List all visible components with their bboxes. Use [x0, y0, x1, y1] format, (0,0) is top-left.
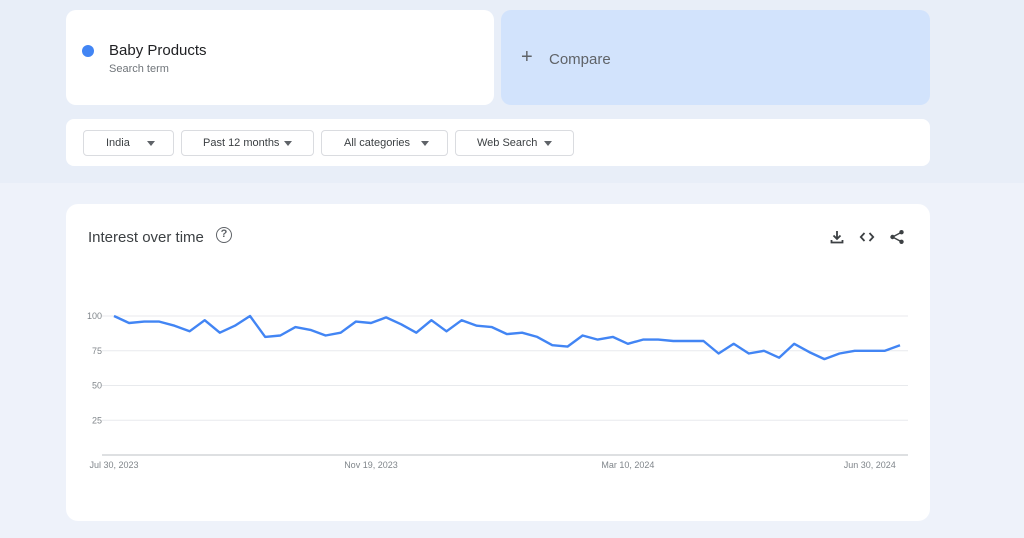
chevron-down-icon — [544, 141, 552, 146]
filter-category-label: All categories — [344, 137, 411, 149]
y-tick-label: 25 — [92, 415, 102, 425]
filter-region[interactable]: India — [83, 130, 174, 156]
search-term-name[interactable]: Baby Products — [109, 42, 207, 59]
embed-code-icon[interactable] — [859, 229, 875, 245]
filter-time-range[interactable]: Past 12 months — [181, 130, 314, 156]
share-icon[interactable] — [889, 229, 905, 245]
filter-search-type[interactable]: Web Search — [455, 130, 574, 156]
compare-button[interactable]: + Compare — [501, 10, 930, 105]
interest-over-time-card: Interest over time ? 25 50 75 100 Jul 30, 2… — [66, 204, 930, 521]
plus-icon: + — [521, 46, 533, 68]
y-tick-label: 50 — [92, 381, 102, 391]
series-line-baby-products — [113, 314, 901, 361]
filter-time-range-label: Past 12 months — [203, 137, 280, 149]
chevron-down-icon — [147, 141, 155, 146]
x-tick-label: Mar 10, 2024 — [601, 460, 654, 470]
x-tick-label: Jul 30, 2023 — [89, 460, 138, 470]
search-term-subtitle: Search term — [109, 63, 169, 75]
help-icon[interactable]: ? — [216, 227, 232, 243]
x-tick-label: Nov 19, 2023 — [344, 460, 398, 470]
y-tick-label: 75 — [92, 346, 102, 356]
filter-region-label: India — [106, 137, 130, 149]
term-color-dot — [82, 45, 94, 57]
filter-search-type-label: Web Search — [477, 137, 538, 149]
filter-category[interactable]: All categories — [321, 130, 448, 156]
y-tick-label: 100 — [87, 311, 102, 321]
chart-title: Interest over time — [88, 229, 204, 246]
search-term-card[interactable] — [66, 10, 494, 105]
interest-line-chart: 25 50 75 100 Jul 30, 2023 Nov 19, 2023 Mar 10… — [87, 311, 908, 470]
chevron-down-icon — [421, 141, 429, 146]
x-tick-label: Jun 30, 2024 — [844, 460, 896, 470]
compare-label: Compare — [549, 51, 611, 68]
download-icon[interactable] — [829, 229, 845, 245]
chevron-down-icon — [284, 141, 292, 146]
filters-bar: India Past 12 months All categories Web … — [66, 119, 930, 166]
